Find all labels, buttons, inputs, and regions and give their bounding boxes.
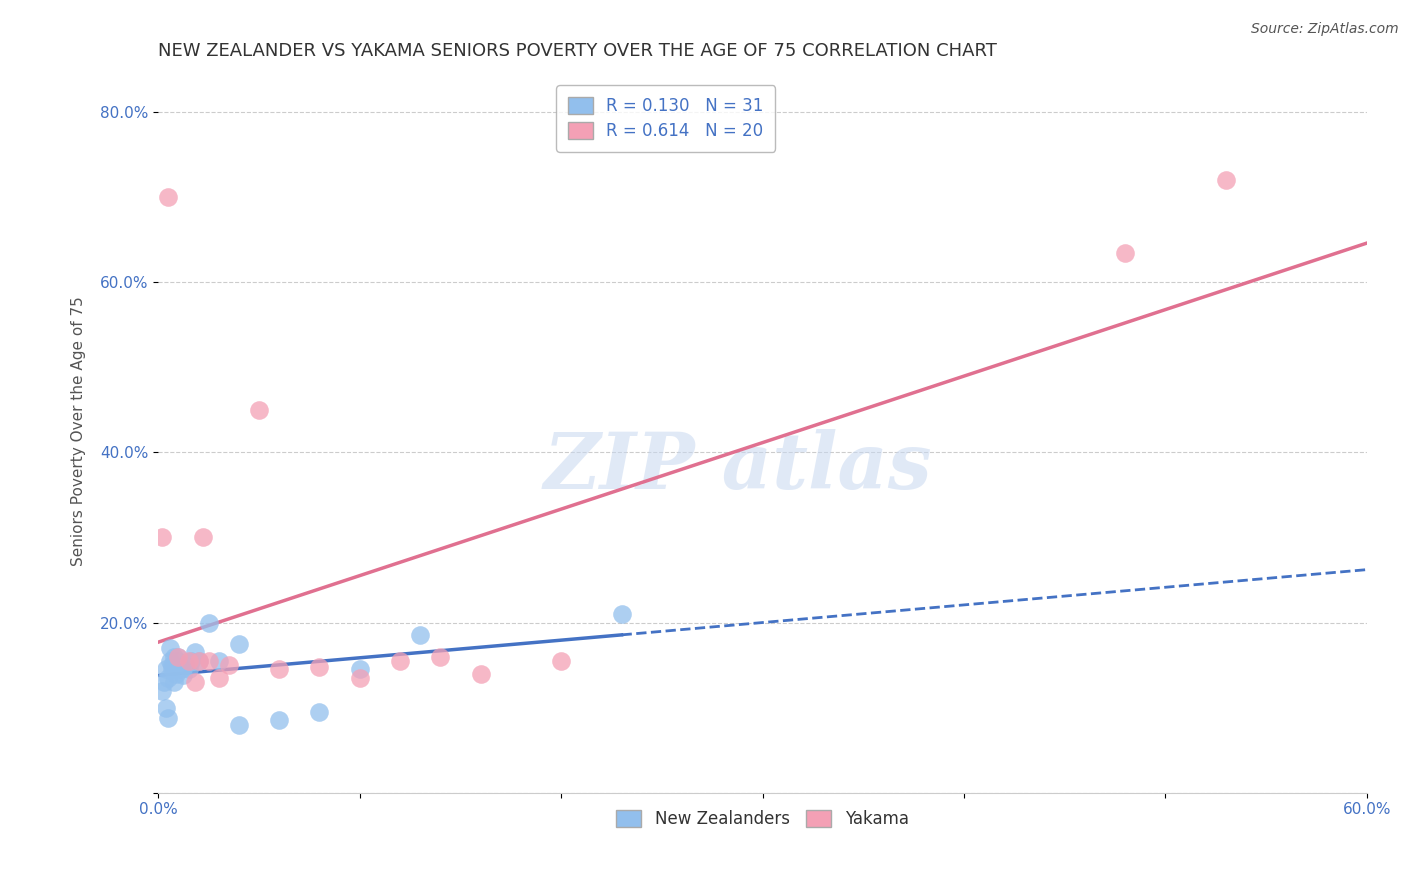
Point <box>150 531 173 545</box>
Point <box>177 654 200 668</box>
Point <box>228 637 250 651</box>
Point <box>167 649 190 664</box>
Point <box>218 658 240 673</box>
Point <box>1114 245 1136 260</box>
Point <box>197 615 219 630</box>
Point <box>155 662 177 676</box>
Point <box>155 700 177 714</box>
Point <box>172 668 194 682</box>
Point <box>409 628 432 642</box>
Point <box>166 666 188 681</box>
Point <box>191 531 214 545</box>
Point <box>308 659 330 673</box>
Point <box>208 654 231 668</box>
Point <box>187 654 209 668</box>
Y-axis label: Seniors Poverty Over the Age of 75: Seniors Poverty Over the Age of 75 <box>72 296 86 566</box>
Point <box>159 641 181 656</box>
Text: ZIP atlas: ZIP atlas <box>544 429 932 506</box>
Point <box>167 654 190 668</box>
Point <box>180 654 202 668</box>
Point <box>228 717 250 731</box>
Point <box>550 654 572 668</box>
Point <box>163 675 186 690</box>
Point <box>169 662 191 676</box>
Point <box>247 403 270 417</box>
Point <box>183 675 205 690</box>
Point <box>167 649 190 664</box>
Point <box>153 675 176 690</box>
Point <box>183 645 205 659</box>
Point <box>208 671 231 685</box>
Point <box>163 649 186 664</box>
Point <box>429 649 451 664</box>
Point <box>162 658 184 673</box>
Point <box>162 662 184 676</box>
Point <box>157 711 180 725</box>
Point <box>173 658 195 673</box>
Point <box>269 714 291 728</box>
Point <box>157 671 180 685</box>
Text: NEW ZEALANDER VS YAKAMA SENIORS POVERTY OVER THE AGE OF 75 CORRELATION CHART: NEW ZEALANDER VS YAKAMA SENIORS POVERTY … <box>159 42 997 60</box>
Point <box>197 654 219 668</box>
Point <box>308 705 330 719</box>
Text: Source: ZipAtlas.com: Source: ZipAtlas.com <box>1251 22 1399 37</box>
Point <box>150 683 173 698</box>
Point <box>470 666 492 681</box>
Point <box>157 190 180 204</box>
Point <box>389 654 412 668</box>
Point <box>610 607 633 621</box>
Legend: New Zealanders, Yakama: New Zealanders, Yakama <box>610 804 915 835</box>
Point <box>159 654 181 668</box>
Point <box>349 662 371 676</box>
Point <box>349 671 371 685</box>
Point <box>187 654 209 668</box>
Point <box>269 662 291 676</box>
Point <box>177 662 200 676</box>
Point <box>1215 173 1237 187</box>
